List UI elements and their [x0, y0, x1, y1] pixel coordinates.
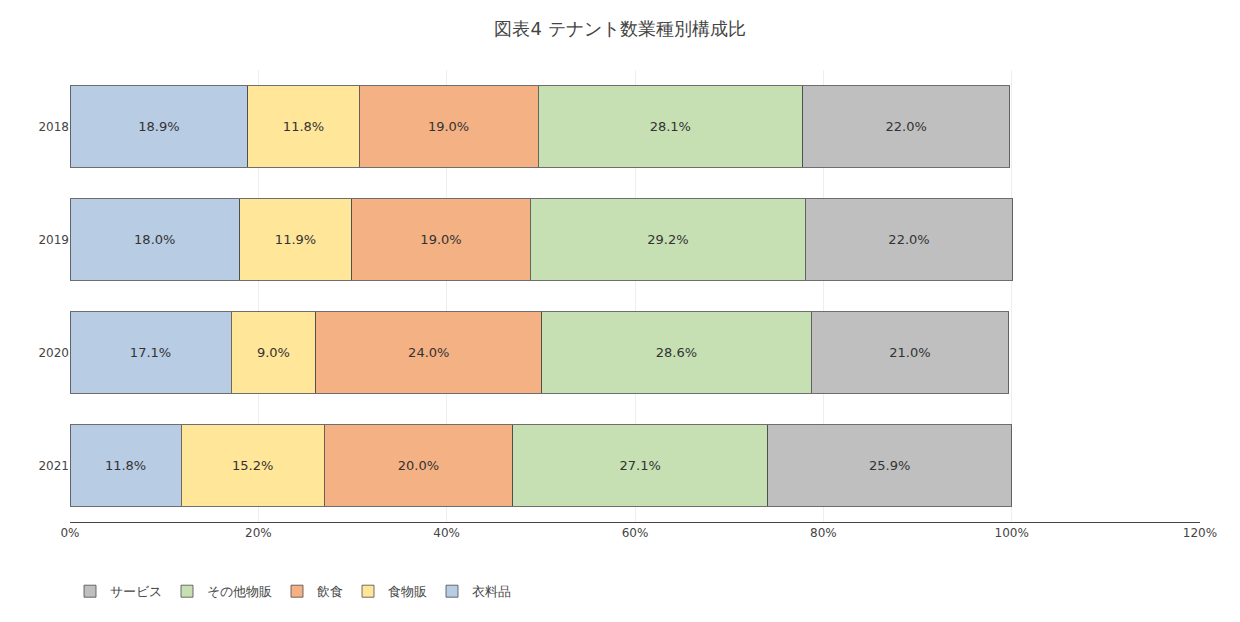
svg-text:29.2%: 29.2% [647, 232, 688, 247]
svg-text:19.0%: 19.0% [420, 232, 461, 247]
svg-text:9.0%: 9.0% [257, 345, 290, 360]
svg-text:19.0%: 19.0% [428, 119, 469, 134]
svg-text:図表4 テナント数業種別構成比: 図表4 テナント数業種別構成比 [494, 18, 745, 39]
svg-text:40%: 40% [433, 526, 460, 540]
svg-text:20%: 20% [245, 526, 272, 540]
svg-text:その他物販: その他物販 [207, 584, 272, 599]
svg-text:衣料品: 衣料品 [472, 584, 511, 599]
svg-text:飲食: 飲食 [317, 584, 343, 599]
svg-text:20.0%: 20.0% [398, 458, 439, 473]
svg-text:11.8%: 11.8% [283, 119, 324, 134]
svg-text:120%: 120% [1183, 526, 1217, 540]
svg-text:25.9%: 25.9% [869, 458, 910, 473]
svg-text:60%: 60% [622, 526, 649, 540]
svg-text:21.0%: 21.0% [889, 345, 930, 360]
svg-text:2021: 2021 [38, 459, 69, 473]
svg-text:0%: 0% [60, 526, 79, 540]
svg-text:100%: 100% [995, 526, 1029, 540]
svg-text:22.0%: 22.0% [886, 119, 927, 134]
svg-text:28.6%: 28.6% [656, 345, 697, 360]
svg-text:11.9%: 11.9% [275, 232, 316, 247]
svg-text:2019: 2019 [38, 233, 69, 247]
svg-text:22.0%: 22.0% [888, 232, 929, 247]
svg-text:24.0%: 24.0% [408, 345, 449, 360]
svg-text:11.8%: 11.8% [105, 458, 146, 473]
svg-text:食物販: 食物販 [388, 584, 427, 599]
svg-text:サービス: サービス [110, 584, 162, 599]
svg-text:80%: 80% [810, 526, 837, 540]
svg-text:18.9%: 18.9% [138, 119, 179, 134]
svg-text:28.1%: 28.1% [650, 119, 691, 134]
svg-text:2020: 2020 [38, 346, 69, 360]
svg-text:2018: 2018 [38, 120, 69, 134]
svg-text:18.0%: 18.0% [134, 232, 175, 247]
svg-text:27.1%: 27.1% [620, 458, 661, 473]
svg-text:15.2%: 15.2% [232, 458, 273, 473]
svg-text:17.1%: 17.1% [130, 345, 171, 360]
